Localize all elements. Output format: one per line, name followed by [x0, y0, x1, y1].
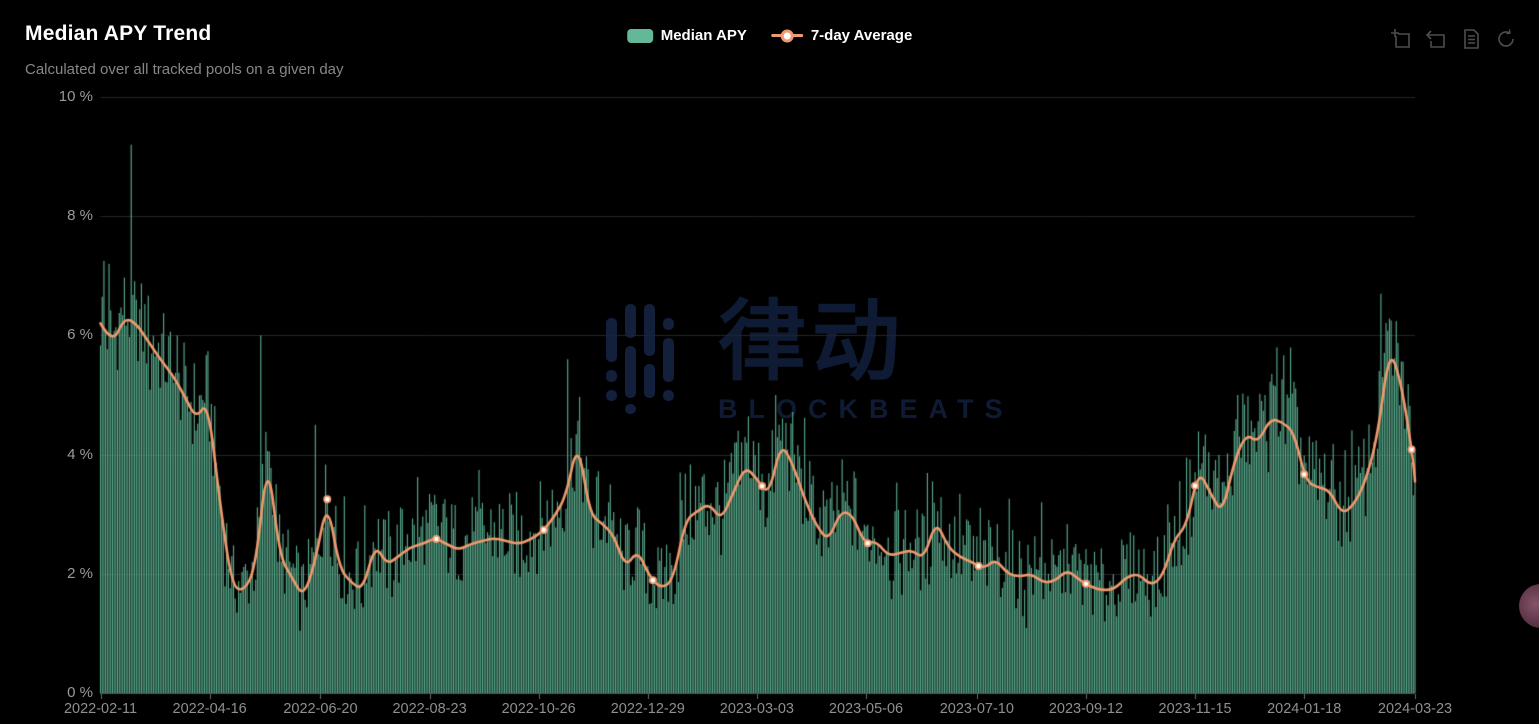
floating-widget-button[interactable] [1519, 584, 1539, 628]
